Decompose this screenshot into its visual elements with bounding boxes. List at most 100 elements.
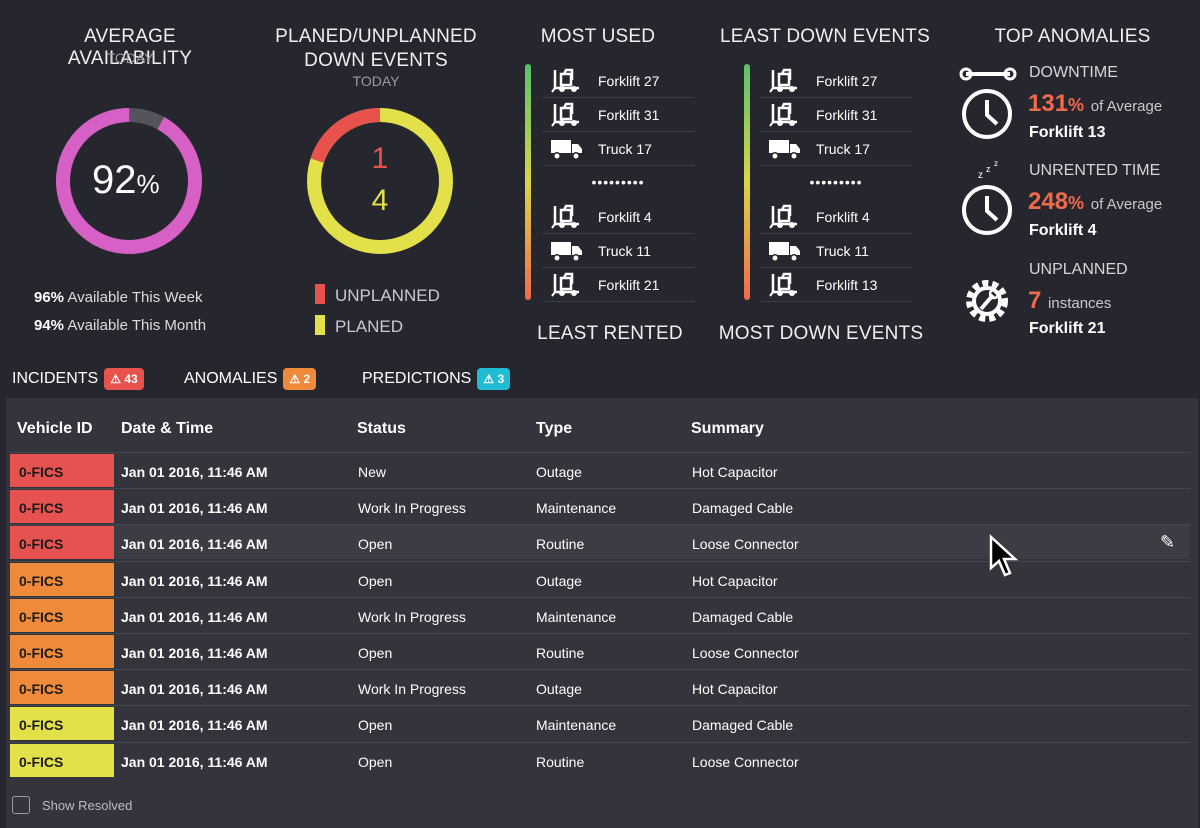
truck-icon xyxy=(542,239,592,263)
table-row[interactable]: 0-FICS Jan 01 2016, 11:46 AM Open Routine Lo… xyxy=(10,741,1190,777)
anomaly-unrented-value: 248% of Average xyxy=(1028,188,1163,215)
most-used-bottom-1[interactable]: Truck 11 xyxy=(542,234,694,268)
type-cell: Routine xyxy=(536,536,585,553)
table-row[interactable]: 0-FICS Jan 01 2016, 11:46 AM Open Routine Lo… xyxy=(10,633,1190,668)
vehicle-label: Forklift 4 xyxy=(598,208,652,225)
vehicle-id-cell[interactable]: 0-FICS xyxy=(10,526,114,560)
summary-cell: Damaged Cable xyxy=(692,717,794,734)
type-cell: Outage xyxy=(536,464,582,480)
edit-pencil-icon[interactable]: ✎ xyxy=(1160,532,1176,553)
forklift-icon xyxy=(760,102,810,128)
datetime-cell: Jan 01 2016, 11:46 AM xyxy=(121,464,268,480)
status-cell: Open xyxy=(358,753,393,770)
forklift-icon xyxy=(542,68,592,94)
least-down-gradient-bar xyxy=(744,64,750,300)
table-header: Vehicle ID Date & Time Status Type Summa… xyxy=(6,414,1198,444)
sleep-clock-icon: z z z xyxy=(962,159,1012,235)
datetime-cell: Jan 01 2016, 11:46 AM xyxy=(121,717,268,734)
mouse-cursor-icon xyxy=(989,534,1018,577)
predictions-badge: ⚠ 3 xyxy=(477,368,511,390)
vehicle-id-cell[interactable]: 0-FICS xyxy=(10,454,114,487)
anomaly-unplanned-label: UNPLANNED xyxy=(1029,261,1128,278)
tab-predictions[interactable]: PREDICTIONS ⚠ 3 xyxy=(362,368,511,390)
most-used-top-2[interactable]: Truck 17 xyxy=(542,132,694,166)
vehicle-id-cell[interactable]: 0-FICS xyxy=(10,490,114,524)
vehicle-id-cell[interactable]: 0-FICS xyxy=(10,598,114,632)
vehicle-id-cell[interactable]: 0-FICS xyxy=(10,671,114,705)
gear-wrench-icon xyxy=(966,280,1008,322)
least-rented-title: LEAST RENTED xyxy=(537,323,683,344)
warning-icon: ⚠ xyxy=(483,372,495,386)
datetime-cell: Jan 01 2016, 11:46 AM xyxy=(121,645,268,661)
summary-cell: Hot Capacitor xyxy=(692,464,778,480)
most-used-gradient-bar xyxy=(525,64,531,300)
most-used-top-0[interactable]: Forklift 27 xyxy=(542,64,694,98)
datetime-cell: Jan 01 2016, 11:46 AM xyxy=(121,608,268,625)
down-events-title-1: PLANED/UNPLANNED xyxy=(275,26,477,47)
down-events-subtitle: TODAY xyxy=(352,73,400,89)
tab-incidents[interactable]: INCIDENTS ⚠ 43 xyxy=(12,368,144,390)
least-down-top-0[interactable]: Forklift 27 xyxy=(760,64,912,98)
datetime-cell: Jan 01 2016, 11:46 AM xyxy=(121,500,268,517)
table-row[interactable]: 0-FICS Jan 01 2016, 11:46 AM Open Outage Hot… xyxy=(10,560,1190,596)
type-cell: Maintenance xyxy=(536,500,617,517)
tab-anomalies[interactable]: ANOMALIES ⚠ 2 xyxy=(184,368,317,390)
vehicle-id-cell[interactable]: 0-FICS xyxy=(10,743,114,777)
vehicle-id-cell[interactable]: 0-FICS xyxy=(10,562,114,596)
show-resolved-checkbox[interactable] xyxy=(12,796,30,814)
col-type[interactable]: Type xyxy=(536,420,573,437)
unplanned-count: 1 xyxy=(371,142,389,175)
status-cell: New xyxy=(358,464,387,480)
summary-cell: Loose Connector xyxy=(692,536,799,553)
incidents-panel: Vehicle ID Date & Time Status Type Summa… xyxy=(6,398,1198,828)
least-down-bottom-2[interactable]: Forklift 13 xyxy=(760,268,912,302)
status-cell: Work In Progress xyxy=(358,608,466,625)
anomalies-badge: ⚠ 2 xyxy=(283,368,317,390)
wrench-clock-icon xyxy=(959,67,1017,139)
table-row[interactable]: 0-FICS Jan 01 2016, 11:46 AM Work In Progr… xyxy=(10,596,1190,632)
down-events-donut xyxy=(307,108,453,254)
truck-icon xyxy=(760,137,810,161)
availability-month: 94% Available This Month xyxy=(34,317,207,334)
down-events-title-2: DOWN EVENTS xyxy=(304,50,448,71)
svg-text:z: z xyxy=(978,170,983,181)
least-down-bottom-1[interactable]: Truck 11 xyxy=(760,234,912,268)
vehicle-id-cell[interactable]: 0-FICS xyxy=(10,707,114,741)
most-used-bottom-0[interactable]: Forklift 4 xyxy=(542,200,694,234)
most-used-title: MOST USED xyxy=(540,26,656,47)
col-status[interactable]: Status xyxy=(357,420,406,437)
least-down-top-2[interactable]: Truck 17 xyxy=(760,132,912,166)
datetime-cell: Jan 01 2016, 11:46 AM xyxy=(121,536,268,553)
least-down-top-1[interactable]: Forklift 31 xyxy=(760,98,912,132)
show-resolved-toggle[interactable]: Show Resolved xyxy=(12,796,132,814)
col-vehicle-id[interactable]: Vehicle ID xyxy=(17,420,93,437)
anomaly-downtime-value: 131% of Average xyxy=(1028,90,1163,117)
vehicle-label: Forklift 21 xyxy=(598,276,660,293)
col-date-time[interactable]: Date & Time xyxy=(121,420,214,437)
dashboard-summary: AVERAGE AVAILABILITY TODAY 92% 96% Avail… xyxy=(0,0,1200,360)
vehicle-label: Truck 11 xyxy=(816,242,869,259)
forklift-icon xyxy=(542,272,592,298)
vehicle-label: Forklift 4 xyxy=(816,208,870,225)
anomaly-unrented-label: UNRENTED TIME xyxy=(1029,162,1161,179)
col-summary[interactable]: Summary xyxy=(691,420,764,437)
summary-cell: Hot Capacitor xyxy=(692,572,778,589)
least-down-bottom-0[interactable]: Forklift 4 xyxy=(760,200,912,234)
type-cell: Routine xyxy=(536,753,585,770)
table-row[interactable]: 0-FICS Jan 01 2016, 11:46 AM New Outage Hot … xyxy=(10,452,1190,487)
planned-count: 4 xyxy=(371,184,389,217)
table-row[interactable]: 0-FICS Jan 01 2016, 11:46 AM Work In Progr… xyxy=(10,669,1190,705)
svg-text:z: z xyxy=(994,159,998,168)
table-row[interactable]: 0-FICS Jan 01 2016, 11:46 AM Work In Progr… xyxy=(10,488,1190,524)
vehicle-id-cell[interactable]: 0-FICS xyxy=(10,635,114,668)
summary-cell: Damaged Cable xyxy=(692,500,794,517)
show-resolved-label: Show Resolved xyxy=(42,797,133,813)
most-used-bottom-2[interactable]: Forklift 21 xyxy=(542,268,694,302)
availability-week: 96% Available This Week xyxy=(34,289,203,306)
status-cell: Open xyxy=(358,572,393,589)
anomaly-unrented-vehicle: Forklift 4 xyxy=(1029,222,1097,239)
anomaly-downtime-label: DOWNTIME xyxy=(1029,64,1118,81)
most-used-top-1[interactable]: Forklift 31 xyxy=(542,98,694,132)
table-row[interactable]: 0-FICS Jan 01 2016, 11:46 AM Open Maintenan… xyxy=(10,705,1190,741)
least-down-separator: ••••••••• xyxy=(809,174,863,190)
